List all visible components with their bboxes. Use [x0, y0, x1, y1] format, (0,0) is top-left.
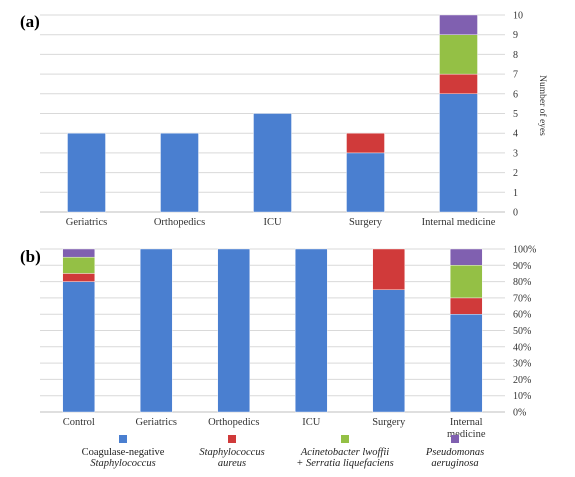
- x-tick-label: ICU: [263, 217, 282, 228]
- legend-label: Coagulase-negative: [82, 447, 165, 458]
- bar-segment: [439, 14, 478, 35]
- y-tick-label: 90%: [513, 261, 531, 272]
- bar-segment: [62, 273, 95, 282]
- bar-segment: [439, 73, 478, 94]
- bar-segment: [372, 289, 405, 413]
- y-tick-label: 7: [513, 70, 518, 81]
- legend-label: aeruginosa: [431, 458, 478, 469]
- x-tick-label: Surgery: [372, 417, 406, 428]
- panel-label-b: (b): [20, 247, 41, 266]
- x-tick-label: Orthopedics: [154, 217, 205, 228]
- bar-segment: [62, 256, 95, 274]
- bar-segment: [295, 248, 328, 413]
- y-tick-label: 8: [513, 50, 518, 61]
- y-tick-label: 30%: [513, 359, 531, 370]
- y-tick-label: 70%: [513, 293, 531, 304]
- bar-segment: [450, 314, 483, 413]
- bar-segment: [346, 132, 385, 154]
- bar-segment: [67, 132, 106, 213]
- y-tick-label: 50%: [513, 326, 531, 337]
- legend: Coagulase-negativeStaphylococcusStaphylo…: [82, 435, 484, 469]
- bar-segment: [62, 248, 95, 258]
- y-tick-label: 1: [513, 188, 518, 199]
- y-tick-label: 6: [513, 89, 518, 100]
- legend-swatch: [228, 435, 236, 443]
- legend-swatch: [341, 435, 349, 443]
- y-tick-label: 10: [513, 11, 523, 22]
- x-tick-label: Control: [63, 417, 95, 428]
- y-tick-label: 5: [513, 109, 518, 120]
- bar-segment: [450, 297, 483, 315]
- y-tick-label: 10%: [513, 391, 531, 402]
- y-tick-label: 4: [513, 129, 518, 140]
- y-tick-label: 3: [513, 148, 518, 159]
- bar-segment: [439, 34, 478, 75]
- bar-segment: [450, 265, 483, 299]
- x-tick-label: Geriatrics: [136, 417, 177, 428]
- legend-label: aureus: [218, 458, 246, 469]
- legend-swatch: [119, 435, 127, 443]
- legend-swatch: [451, 435, 459, 443]
- y-tick-label: 40%: [513, 342, 531, 353]
- y-tick-label: 2: [513, 168, 518, 179]
- x-tick-label: Orthopedics: [208, 417, 259, 428]
- bar-segment: [372, 248, 405, 290]
- chart-b: 0% 10% 20% 30% 40% 50% 60% 70% 80% 90% 100% Control…: [40, 245, 536, 440]
- bar-segment: [217, 248, 250, 413]
- x-tick-label: Internal medicine: [422, 217, 496, 228]
- bar-segment: [450, 248, 483, 266]
- legend-label: Pseudomonas: [425, 447, 484, 458]
- bar-segment: [62, 281, 95, 413]
- bar-segment: [140, 248, 173, 413]
- bar-segment: [160, 132, 199, 213]
- legend-label: Acinetobacter lwoffii: [300, 447, 389, 458]
- y-tick-label: 20%: [513, 375, 531, 386]
- legend-label: Staphylococcus: [199, 447, 264, 458]
- bar-segment: [253, 113, 292, 213]
- legend-label: + Serratia liquefaciens: [296, 458, 394, 469]
- y-tick-label: 9: [513, 30, 518, 41]
- panel-label-a: (a): [20, 12, 40, 31]
- y-tick-label: 80%: [513, 277, 531, 288]
- legend-label: Staphylococcus: [90, 458, 155, 469]
- chart-a: 0 1 2 3 4 5 6 7 8 9 10 Geriatrics Orthopedics ICU Surg…: [40, 11, 548, 228]
- bar-segment: [439, 93, 478, 213]
- y-axis-label: Number of eyes: [537, 75, 548, 136]
- x-tick-label: Surgery: [349, 217, 383, 228]
- y-tick-label: 100%: [513, 245, 536, 256]
- y-tick-label: 60%: [513, 310, 531, 321]
- y-tick-label: 0%: [513, 408, 526, 419]
- y-tick-label: 0: [513, 208, 518, 219]
- x-tick-label: Internal medicine: [447, 417, 486, 440]
- x-tick-label: Geriatrics: [66, 217, 107, 228]
- bar-segment: [346, 152, 385, 213]
- x-tick-label: ICU: [302, 417, 321, 428]
